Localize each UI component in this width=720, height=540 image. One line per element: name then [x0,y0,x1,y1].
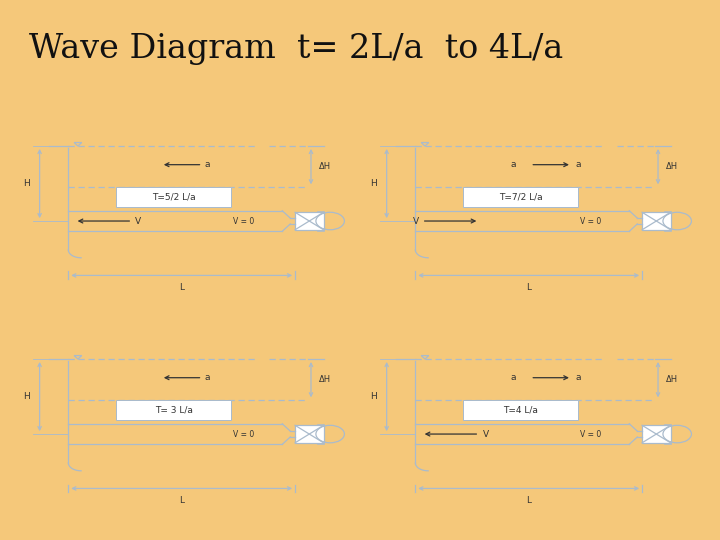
Text: V: V [135,217,142,226]
Bar [642,426,670,443]
Text: a: a [510,160,516,169]
Bar [116,187,231,207]
Text: a: a [204,160,210,169]
Text: ΔH: ΔH [666,162,678,171]
Text: a: a [204,373,210,382]
Text: T=7/2 L/a: T=7/2 L/a [499,193,543,201]
Text: L: L [179,284,184,292]
Text: Wave Diagram  t= 2L/a  to 4L/a: Wave Diagram t= 2L/a to 4L/a [29,33,563,65]
Text: H: H [23,392,30,401]
Bar [295,212,323,230]
Bar [463,187,578,207]
Text: ΔH: ΔH [319,375,331,384]
Text: ΔH: ΔH [319,162,331,171]
Text: H: H [23,179,30,188]
Text: V: V [482,429,489,438]
Bar [642,212,670,230]
Text: T=4 L/a: T=4 L/a [503,406,538,415]
Text: a: a [510,373,516,382]
Text: V: V [413,217,418,226]
Text: T= 3 L/a: T= 3 L/a [155,406,193,415]
Text: ΔH: ΔH [666,375,678,384]
Text: V = 0: V = 0 [580,429,602,438]
Text: L: L [179,496,184,505]
Text: L: L [526,496,531,505]
Bar [295,426,323,443]
Bar [463,400,578,420]
Text: H: H [370,392,377,401]
Text: V = 0: V = 0 [233,217,255,226]
Text: H: H [370,179,377,188]
Text: V = 0: V = 0 [233,429,255,438]
Text: V = 0: V = 0 [580,217,602,226]
Text: T=5/2 L/a: T=5/2 L/a [152,193,196,201]
Text: a: a [575,160,580,169]
Text: L: L [526,284,531,292]
Bar [116,400,231,420]
Text: a: a [575,373,580,382]
